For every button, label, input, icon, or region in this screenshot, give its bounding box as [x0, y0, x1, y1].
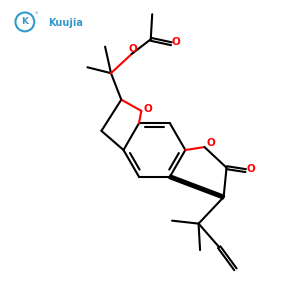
- Text: °: °: [34, 12, 38, 18]
- Text: O: O: [129, 44, 137, 54]
- Text: O: O: [171, 37, 180, 47]
- Text: O: O: [247, 164, 255, 174]
- Text: O: O: [207, 138, 215, 148]
- Text: Kuujia: Kuujia: [48, 17, 83, 28]
- Text: K: K: [21, 17, 28, 26]
- Text: O: O: [143, 104, 152, 114]
